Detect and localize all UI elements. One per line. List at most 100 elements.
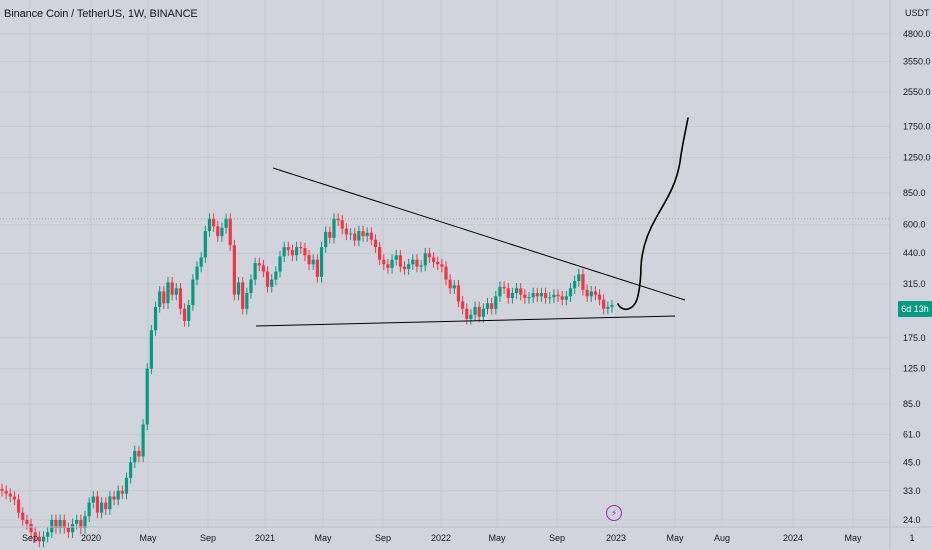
candle[interactable] [348,228,353,241]
candle[interactable] [452,279,456,294]
candle[interactable] [16,494,21,519]
candle[interactable] [0,483,4,497]
time-axis[interactable]: Sep 2020 May Sep 2021 May Sep 2022 May Sep 2023 May… [0,526,932,543]
drawings[interactable] [255,117,689,327]
candle[interactable] [178,282,183,315]
candle[interactable] [506,282,510,304]
candle[interactable] [303,242,307,261]
candle[interactable] [382,254,386,270]
candle[interactable] [564,290,568,306]
candle[interactable] [481,303,485,323]
candle[interactable] [535,287,539,302]
candle[interactable] [265,266,270,293]
candle[interactable] [502,281,506,294]
candle[interactable] [270,274,274,293]
candle[interactable] [245,287,249,315]
candle[interactable] [423,247,427,272]
candle[interactable] [212,213,216,232]
candle[interactable] [606,301,610,315]
candle[interactable] [199,252,203,273]
candle[interactable] [124,472,129,500]
candle[interactable] [568,282,573,302]
candle[interactable] [191,274,195,311]
candle[interactable] [328,226,332,244]
candle[interactable] [510,287,515,304]
candle[interactable] [411,254,415,270]
candle[interactable] [307,249,311,270]
candle[interactable] [108,491,112,515]
candle[interactable] [195,261,199,286]
candle[interactable] [182,303,187,327]
candle[interactable] [539,287,544,302]
candle[interactable] [597,289,602,306]
candle[interactable] [274,266,278,286]
candle[interactable] [37,531,41,548]
candle[interactable] [290,244,295,261]
candle[interactable] [95,491,100,519]
candle[interactable] [54,514,58,534]
candle[interactable] [494,290,498,315]
candle[interactable] [436,256,440,270]
candle[interactable] [407,258,411,275]
candle[interactable] [415,254,419,273]
candle[interactable] [519,282,523,301]
candle[interactable] [610,299,614,313]
candle[interactable] [174,282,178,301]
candle[interactable] [4,485,8,500]
candle[interactable] [257,257,261,272]
candle[interactable] [548,291,552,304]
candle[interactable] [207,213,212,237]
candle[interactable] [336,213,340,226]
candle[interactable] [585,284,589,302]
descending-trendline[interactable] [272,167,686,301]
candle[interactable] [33,526,37,543]
candle[interactable] [224,213,228,234]
candle[interactable] [573,275,577,294]
candle[interactable] [145,363,149,431]
candle[interactable] [386,258,390,274]
candle[interactable] [448,274,452,294]
candle[interactable] [166,277,170,309]
candle[interactable] [70,518,75,538]
candle[interactable] [241,277,245,315]
candle[interactable] [581,268,585,296]
candle[interactable] [498,281,502,302]
candle[interactable] [361,225,365,242]
support-trendline[interactable] [255,315,676,327]
candle[interactable] [490,297,494,315]
candle[interactable] [83,510,87,534]
candle[interactable] [58,514,62,534]
candle[interactable] [444,261,448,286]
candle[interactable] [295,241,299,261]
candle[interactable] [319,241,324,283]
candle[interactable] [91,491,95,509]
candle[interactable] [129,456,133,484]
candle[interactable] [8,488,12,503]
candle[interactable] [162,286,166,309]
candle[interactable] [137,445,141,463]
candle[interactable] [589,286,593,302]
candle[interactable] [531,287,535,303]
candle[interactable] [41,531,46,548]
candle[interactable] [311,254,315,270]
candle[interactable] [456,279,461,308]
candle[interactable] [46,526,50,543]
candle[interactable] [560,290,564,306]
candle[interactable] [324,226,328,253]
candle[interactable] [461,296,465,315]
candle[interactable] [141,419,145,463]
candle[interactable] [402,261,407,275]
candle[interactable] [50,514,54,538]
candle[interactable] [340,214,344,235]
candle[interactable] [249,274,253,299]
candle[interactable] [203,225,207,264]
candle[interactable] [149,324,153,375]
candle[interactable] [29,518,33,538]
candle[interactable] [440,258,444,273]
candle[interactable] [523,289,527,304]
candle[interactable] [220,222,224,242]
candle[interactable] [390,254,394,274]
candle[interactable] [552,289,556,303]
